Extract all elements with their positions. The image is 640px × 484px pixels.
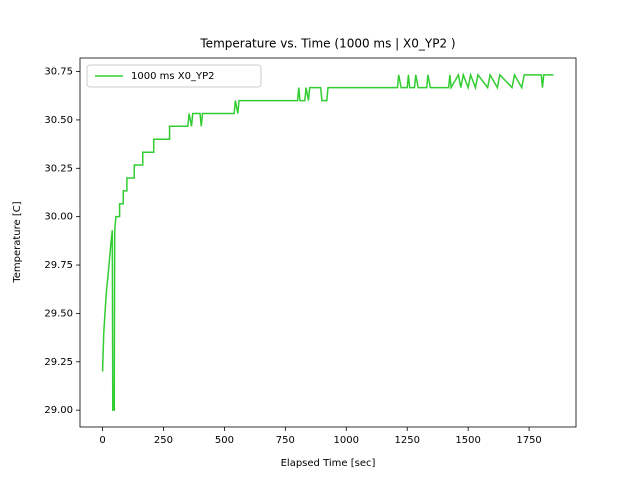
x-tick-label: 0	[99, 435, 105, 446]
y-tick-label: 30.00	[44, 212, 73, 223]
x-tick-label: 1750	[516, 435, 541, 446]
y-tick-label: 29.75	[44, 260, 73, 271]
x-tick-label: 1000	[334, 435, 359, 446]
y-tick-label: 29.00	[44, 405, 73, 416]
plot-frame	[79, 57, 577, 428]
y-tick-label: 30.50	[44, 115, 73, 126]
x-tick-label: 500	[215, 435, 234, 446]
x-tick-label: 1250	[394, 435, 419, 446]
x-tick-label: 250	[154, 435, 173, 446]
y-axis-label: Temperature [C]	[12, 201, 23, 283]
x-axis-label: Elapsed Time [sec]	[281, 458, 376, 469]
chart-title: Temperature vs. Time (1000 ms | X0_YP2 )	[199, 37, 455, 51]
y-tick-label: 30.25	[44, 163, 73, 174]
y-tick-label: 29.25	[44, 357, 73, 368]
legend-label: 1000 ms X0_YP2	[131, 71, 214, 82]
x-tick-label: 1500	[455, 435, 480, 446]
y-tick-label: 30.75	[44, 67, 73, 78]
y-tick-label: 29.50	[44, 308, 73, 319]
x-tick-label: 750	[276, 435, 295, 446]
legend-box	[86, 64, 262, 88]
data-line	[101, 72, 554, 411]
